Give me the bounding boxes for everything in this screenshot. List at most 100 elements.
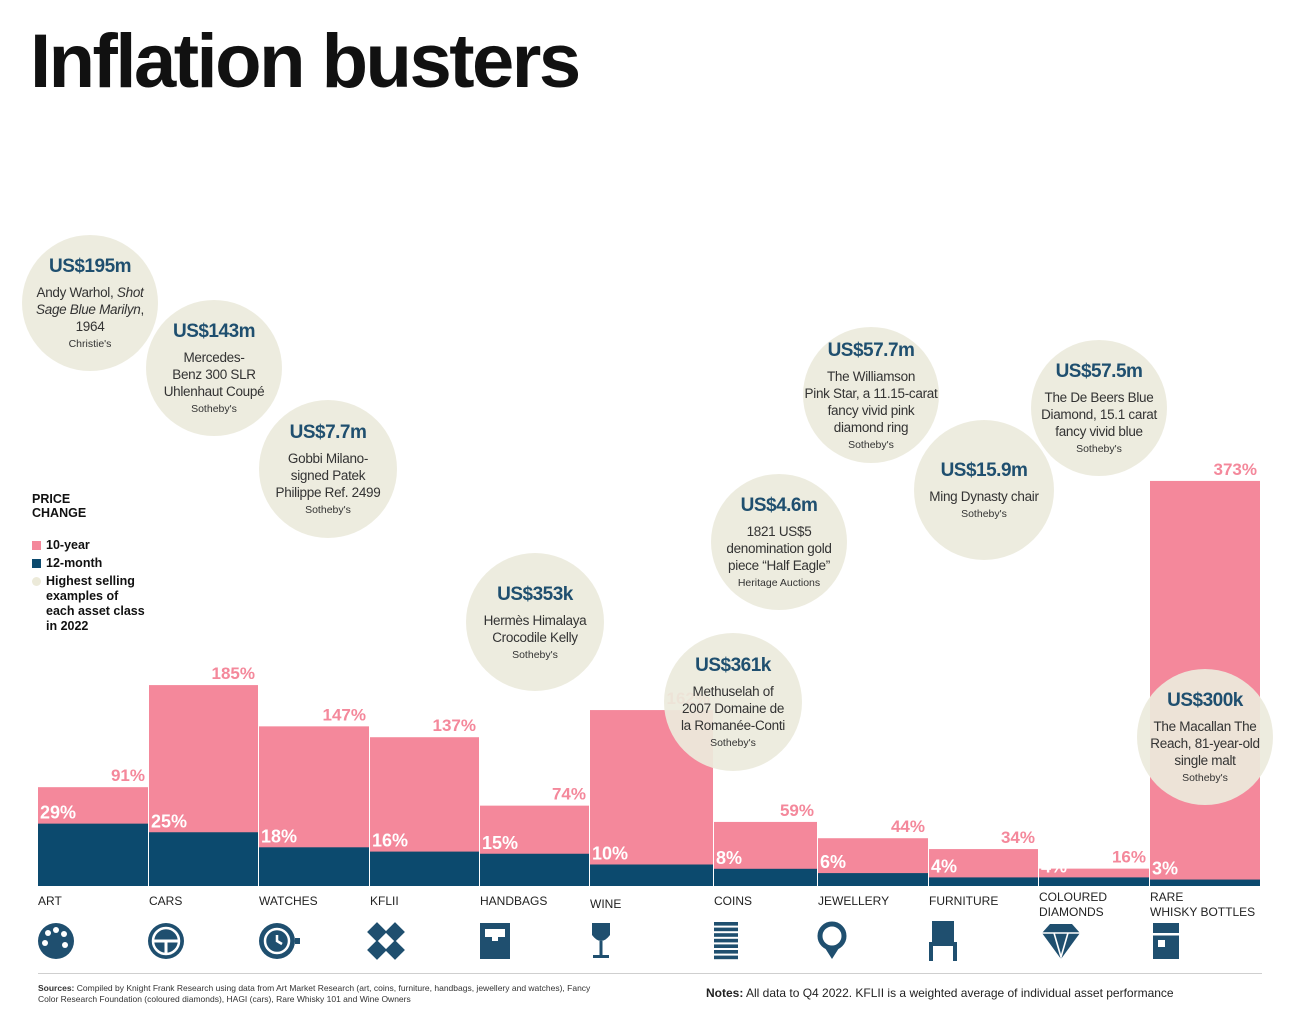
legend-heading: PRICE CHANGE [32,492,87,520]
icon-part [714,950,738,954]
bubble-price: US$57.7m [827,339,915,361]
notes-label: Notes: [706,986,744,1000]
highlight-bubble: US$143m Mercedes- Benz 300 SLR Uhlenhaut Co… [146,300,282,436]
legend-label: Highest selling examples of each asset c… [46,574,145,633]
chair-icon [929,921,957,961]
bar-12-month [590,864,713,886]
bubble-description: Methuselah of 2007 Domaine de la Romanée-C… [680,684,785,733]
legend-item-highest-selling: Highest selling examples of each asset c… [32,574,146,634]
wine-glass-icon [592,923,610,958]
label-12-month: 4% [1041,856,1067,876]
highlight-bubble: US$361k Methuselah of 2007 Domaine de la Ro… [664,633,802,771]
category-label: CARS [149,894,182,908]
icon-part [1042,924,1080,959]
footer-notes: Notes: All data to Q4 2022. KFLII is a w… [706,986,1174,1000]
highlight-bubble: US$57.5m The De Beers Blue Diamond, 15.1 c… [1031,340,1167,476]
bar-12-month [1039,877,1149,886]
icon-part [599,941,603,955]
bubble-description: Gobbi Milano-signed Patek Philippe Ref. 2… [275,451,381,500]
label-12-month: 15% [482,833,518,853]
bubble-source: Sotheby's [191,403,237,415]
icon-part [714,933,738,937]
icon-part [275,935,283,946]
label-12-month: 16% [372,831,408,851]
label-12-month: 3% [1152,859,1178,879]
bubble-description: 1821 US$5 denomination gold piece “Half Ea… [726,524,832,573]
icon-part [714,927,738,932]
icon-part [714,938,738,943]
bubble-description: Hermès Himalaya Crocodile Kelly [483,612,587,645]
category-label: WATCHES [259,894,318,908]
whisky-glass-icon [1153,923,1179,959]
category-label: DIAMONDS [1039,905,1104,919]
icon-part [825,948,839,959]
bubble-price: US$300k [1167,690,1243,711]
label-12-month: 4% [931,856,957,876]
bubble-price: US$361k [695,655,771,676]
bar-12-month [929,877,1038,886]
bubble-source: Sotheby's [710,737,756,749]
sources-label: Sources: [38,983,75,993]
bar-12-month [1150,879,1260,886]
legend-item-10-year: 10-year [32,538,146,553]
category-label: WHISKY BOTTLES [1150,905,1255,919]
label-12-month: 10% [592,844,628,864]
icon-part [367,922,387,942]
bar-12-month [38,823,148,886]
steering-wheel-icon [148,923,184,959]
bubble-source: Heritage Auctions [737,577,821,589]
highlight-bubble: US$15.9m Ming Dynasty chair Sotheby's [914,420,1054,560]
label-10-year: 373% [1214,460,1257,479]
bubble-description: Andy Warhol, Shot Sage Blue Marilyn, 196… [36,285,144,334]
icon-part [62,942,68,948]
category-label: HANDBAGS [480,894,547,908]
bubble-source: Sotheby's [1182,772,1228,784]
bubble-description: Mercedes- Benz 300 SLR Uhlenhaut Coupé [163,350,265,399]
label-12-month: 8% [716,848,742,868]
bubble-source: Sotheby's [848,438,894,451]
bar-chart: 91% 29% ART 185% 25% CARS 147% 18% WATCHES 137% 16… [38,460,1260,961]
bubble-price: US$4.6m [740,495,818,516]
category-label: FURNITURE [929,894,998,908]
legend: PRICE CHANGE 10-year 12-month Highest se… [32,492,146,637]
label-10-year: 91% [111,766,145,785]
highlight-bubble: US$7.7m Gobbi Milano-signed Patek Philippe… [259,400,397,538]
icon-part [714,922,738,926]
bubble-description: The Macallan The Reach, 81-year-old single… [1150,719,1260,768]
coin-stack-icon [714,922,738,960]
bubble-source: Sotheby's [512,648,558,661]
category-label: WINE [590,897,621,911]
icon-part [53,927,59,933]
bubble-price: US$195m [48,256,132,277]
page-title: Inflation busters [30,19,581,104]
handbag-icon [480,923,510,959]
legend-swatch [32,541,41,550]
bubble-source: Christie's [68,338,112,350]
icon-part [714,955,738,960]
label-10-year: 137% [433,716,476,735]
icon-part [42,940,48,946]
highlight-bubble: US$300k The Macallan The Reach, 81-year-ol… [1137,669,1273,805]
label-10-year: 59% [780,801,814,820]
footer-sources: Sources: Compiled by Knight Frank Resear… [38,983,598,1005]
label-10-year: 74% [552,785,586,804]
icon-part [1042,932,1080,960]
label-10-year: 147% [323,705,366,724]
diamond-icon [1042,924,1080,960]
bubble-price: US$7.7m [289,422,367,443]
label-10-year: 34% [1001,828,1035,847]
bar-12-month [259,847,369,886]
icon-part [295,938,300,944]
bubble-price: US$57.5m [1055,361,1143,382]
label-10-year: 16% [1112,848,1146,867]
bubble-price: US$15.9m [940,460,1028,481]
icon-part [817,921,847,951]
bubble-source: Sotheby's [305,504,351,516]
ring-icon [817,921,847,959]
bubble-source: Sotheby's [961,508,1007,520]
icon-part [45,930,51,936]
bubble-source: Sotheby's [1076,443,1122,455]
highlight-bubble: US$4.6m 1821 US$5 denomination gold piece “… [711,474,847,610]
category-label: ART [38,894,62,908]
label-10-year: 185% [212,664,255,683]
